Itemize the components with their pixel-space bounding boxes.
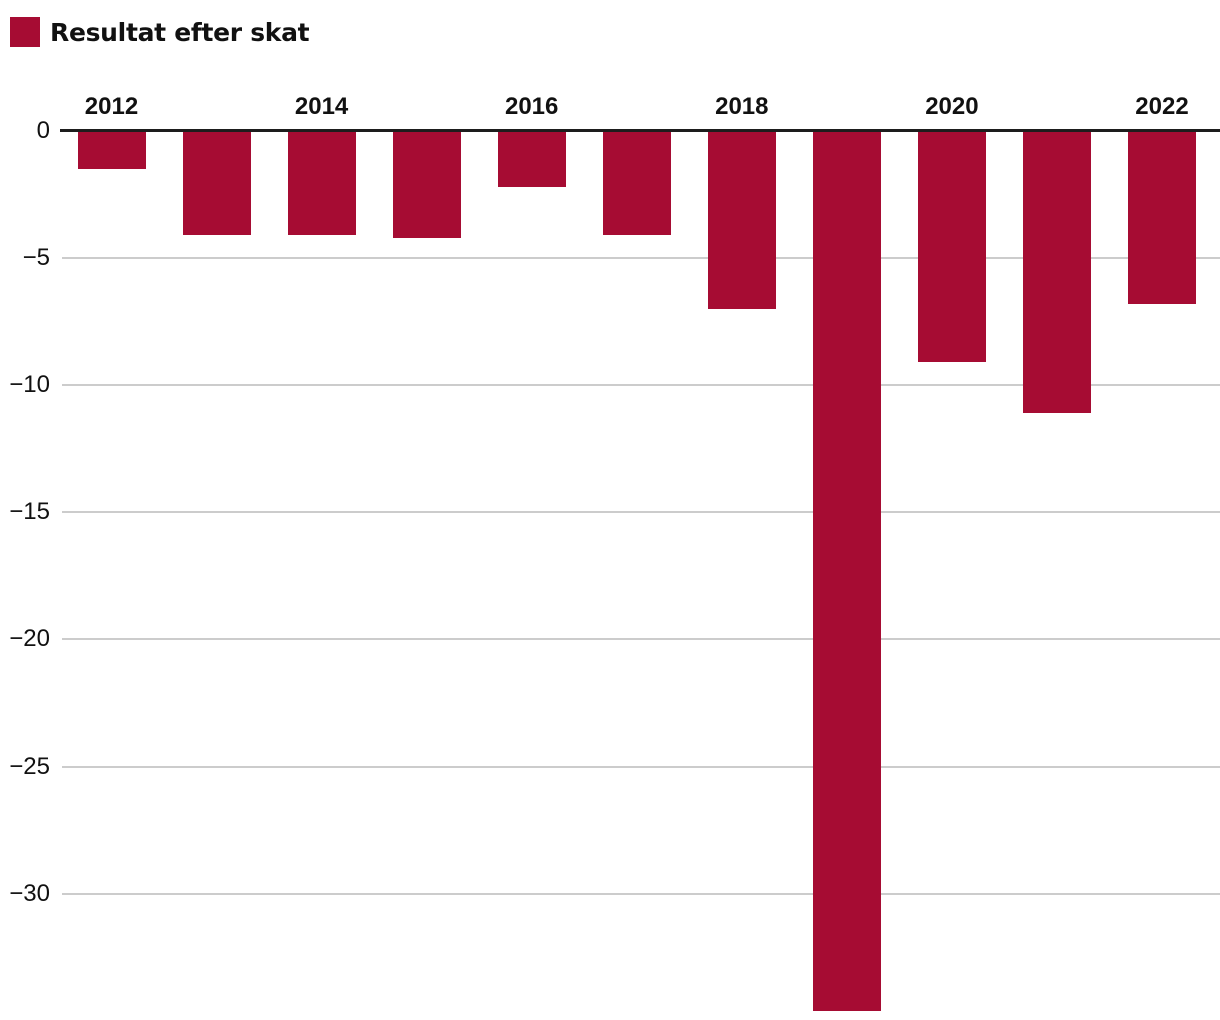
- ytick-label--10: −10: [9, 371, 50, 399]
- gridline-y--5: [62, 257, 1220, 260]
- xtick-label-2018: 2018: [715, 93, 769, 120]
- bar-2015[interactable]: [392, 131, 461, 238]
- bar-2012[interactable]: [77, 131, 146, 170]
- bar-2017[interactable]: [602, 131, 671, 236]
- legend-swatch-icon: [10, 17, 40, 47]
- xtick-label-2022: 2022: [1135, 93, 1189, 120]
- zero-axis-line: [60, 129, 1220, 132]
- ytick-label--15: −15: [9, 498, 50, 526]
- legend-label: Resultat efter skat: [50, 17, 310, 47]
- xtick-label-2016: 2016: [504, 93, 559, 120]
- ytick-label--25: −25: [9, 752, 50, 780]
- bar-2019[interactable]: [812, 131, 881, 1011]
- ytick-label-0: 0: [36, 117, 50, 144]
- gridline-y--25: [62, 765, 1220, 768]
- ytick-label--5: −5: [22, 244, 50, 272]
- xtick-label-2012: 2012: [84, 93, 139, 120]
- bar-2021[interactable]: [1022, 131, 1091, 414]
- ytick-label--30: −30: [9, 879, 50, 907]
- xtick-label-2014: 2014: [294, 93, 349, 120]
- bar-2022[interactable]: [1128, 131, 1196, 304]
- xtick-label-2020: 2020: [925, 93, 979, 120]
- bar-2014[interactable]: [287, 131, 356, 236]
- gridline-y--15: [62, 511, 1220, 514]
- bar-2013[interactable]: [182, 131, 251, 236]
- chart-legend: Resultat efter skat: [10, 17, 310, 47]
- bar-2020[interactable]: [917, 131, 986, 363]
- gridline-y--10: [62, 384, 1220, 387]
- gridline-y--30: [62, 892, 1220, 895]
- gridline-y--20: [62, 638, 1220, 641]
- ytick-label--20: −20: [9, 625, 50, 653]
- bar-2016[interactable]: [497, 131, 566, 187]
- bar-2018[interactable]: [707, 131, 776, 309]
